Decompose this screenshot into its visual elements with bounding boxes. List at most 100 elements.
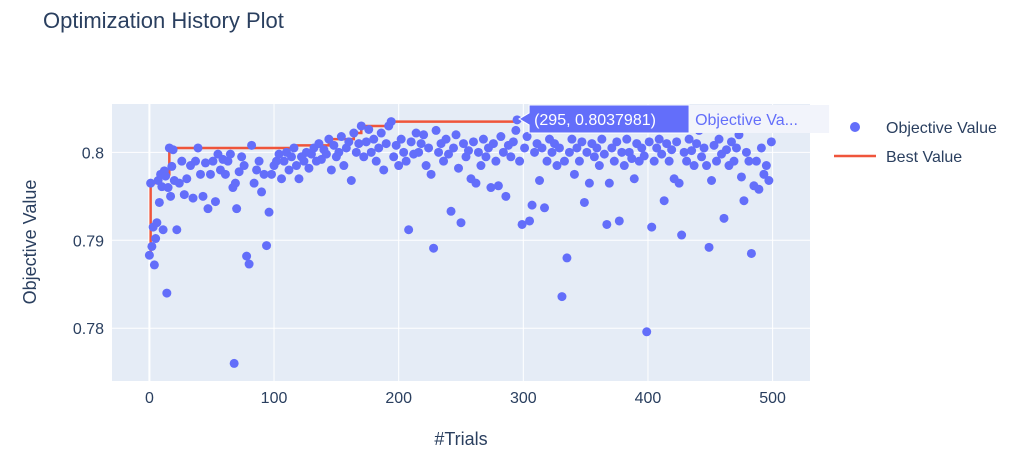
objective-point[interactable]: [607, 143, 617, 153]
objective-point[interactable]: [542, 156, 552, 166]
objective-point[interactable]: [234, 167, 244, 177]
objective-point[interactable]: [726, 137, 736, 147]
objective-point[interactable]: [326, 165, 336, 175]
objective-point[interactable]: [659, 196, 669, 206]
objective-point[interactable]: [244, 259, 254, 269]
legend-item-objective[interactable]: Objective Value: [850, 120, 997, 137]
objective-point[interactable]: [242, 251, 252, 261]
objective-point[interactable]: [179, 190, 189, 200]
objective-point[interactable]: [172, 225, 182, 235]
objective-point[interactable]: [225, 149, 235, 159]
objective-point[interactable]: [294, 174, 304, 184]
objective-point[interactable]: [286, 152, 296, 162]
objective-point[interactable]: [198, 191, 208, 201]
objective-point[interactable]: [247, 140, 257, 150]
objective-point[interactable]: [391, 140, 401, 150]
objective-point[interactable]: [754, 184, 764, 194]
objective-point[interactable]: [254, 156, 264, 166]
objective-point[interactable]: [493, 181, 503, 191]
objective-point[interactable]: [564, 147, 574, 157]
objective-point[interactable]: [359, 152, 369, 162]
objective-point[interactable]: [161, 171, 171, 181]
objective-point[interactable]: [501, 191, 511, 201]
objective-point[interactable]: [361, 137, 371, 147]
objective-point[interactable]: [364, 125, 374, 135]
objective-point[interactable]: [151, 234, 161, 244]
objective-point[interactable]: [434, 147, 444, 157]
objective-point[interactable]: [527, 200, 537, 210]
objective-point[interactable]: [304, 163, 314, 173]
objective-point[interactable]: [702, 161, 712, 171]
objective-point[interactable]: [697, 152, 707, 162]
objective-point[interactable]: [458, 139, 468, 149]
objective-point[interactable]: [579, 197, 589, 207]
objective-point[interactable]: [239, 161, 249, 171]
objective-point[interactable]: [356, 121, 366, 131]
objective-point[interactable]: [354, 139, 364, 149]
objective-point[interactable]: [158, 225, 168, 235]
objective-point[interactable]: [252, 165, 262, 175]
objective-point[interactable]: [667, 145, 677, 155]
objective-point[interactable]: [612, 137, 622, 147]
objective-point[interactable]: [339, 161, 349, 171]
objective-point[interactable]: [679, 147, 689, 157]
objective-point[interactable]: [401, 156, 411, 166]
objective-point[interactable]: [374, 143, 384, 153]
objective-point[interactable]: [520, 143, 530, 153]
objective-point[interactable]: [677, 230, 687, 240]
objective-point[interactable]: [525, 216, 535, 226]
objective-point[interactable]: [559, 156, 569, 166]
objective-point[interactable]: [577, 137, 587, 147]
objective-point[interactable]: [229, 358, 239, 368]
objective-point[interactable]: [589, 152, 599, 162]
objective-point[interactable]: [731, 143, 741, 153]
objective-point[interactable]: [617, 147, 627, 157]
objective-point[interactable]: [721, 145, 731, 155]
objective-point[interactable]: [584, 178, 594, 188]
objective-point[interactable]: [177, 156, 187, 166]
objective-point[interactable]: [429, 243, 439, 253]
objective-point[interactable]: [249, 178, 259, 188]
objective-point[interactable]: [399, 147, 409, 157]
objective-point[interactable]: [167, 161, 177, 171]
objective-point[interactable]: [163, 183, 173, 193]
objective-point[interactable]: [193, 143, 203, 153]
objective-point[interactable]: [264, 207, 274, 217]
objective-point[interactable]: [146, 178, 156, 188]
objective-point[interactable]: [166, 191, 176, 201]
objective-point[interactable]: [205, 169, 215, 179]
objective-point[interactable]: [195, 169, 205, 179]
objective-point[interactable]: [208, 156, 218, 166]
objective-point[interactable]: [188, 193, 198, 203]
objective-point[interactable]: [664, 156, 674, 166]
objective-point[interactable]: [471, 178, 481, 188]
objective-point[interactable]: [522, 132, 532, 142]
objective-point[interactable]: [552, 161, 562, 171]
objective-point[interactable]: [654, 134, 664, 144]
objective-point[interactable]: [314, 139, 324, 149]
objective-point[interactable]: [756, 143, 766, 153]
objective-point[interactable]: [642, 327, 652, 337]
objective-point[interactable]: [396, 134, 406, 144]
objective-point[interactable]: [152, 218, 162, 228]
objective-point[interactable]: [394, 161, 404, 171]
objective-point[interactable]: [344, 137, 354, 147]
objective-point[interactable]: [284, 165, 294, 175]
objective-point[interactable]: [277, 174, 287, 184]
objective-point[interactable]: [203, 204, 213, 214]
objective-point[interactable]: [512, 115, 522, 125]
objective-point[interactable]: [597, 134, 607, 144]
objective-point[interactable]: [191, 156, 201, 166]
objective-point[interactable]: [444, 149, 454, 159]
objective-point[interactable]: [468, 137, 478, 147]
objective-point[interactable]: [692, 139, 702, 149]
objective-point[interactable]: [508, 137, 518, 147]
objective-point[interactable]: [386, 117, 396, 127]
objective-point[interactable]: [622, 134, 632, 144]
objective-point[interactable]: [389, 152, 399, 162]
objective-point[interactable]: [223, 156, 233, 166]
objective-point[interactable]: [609, 156, 619, 166]
objective-point[interactable]: [267, 169, 277, 179]
objective-point[interactable]: [547, 147, 557, 157]
objective-point[interactable]: [491, 156, 501, 166]
